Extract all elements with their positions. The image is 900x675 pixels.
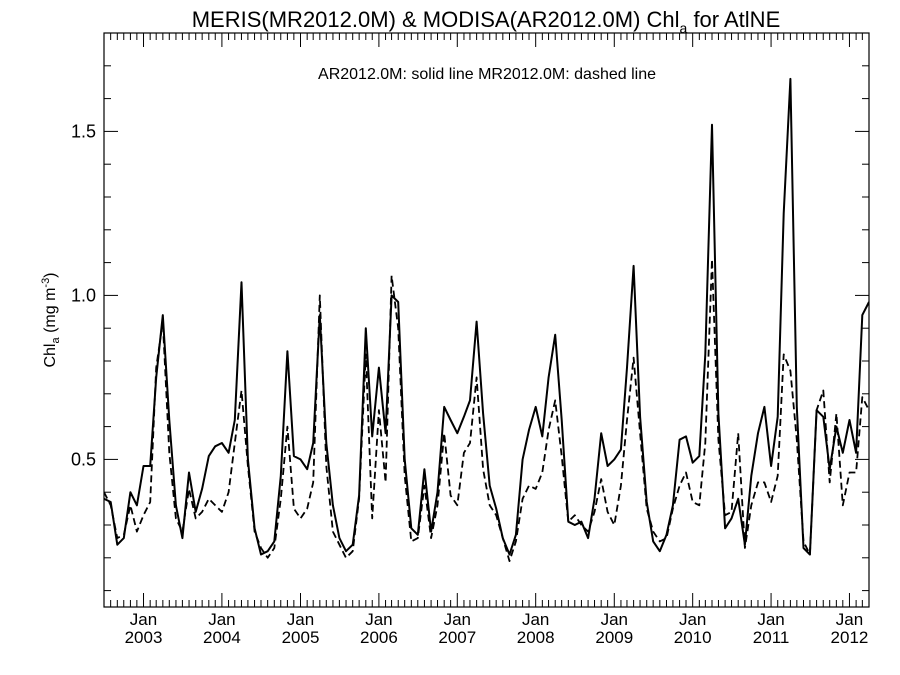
y-axis-label-superscript: -3 — [40, 278, 52, 288]
y-axis-label-close: ) — [42, 272, 59, 277]
y-tick-label: 1.5 — [71, 121, 96, 141]
series-layer — [104, 77, 869, 562]
series-line-mr2012-0m — [104, 258, 869, 562]
y-axis-label-main: Chl — [42, 344, 59, 368]
x-tick-month-label: Jan — [130, 610, 157, 629]
x-tick-year-label: 2008 — [517, 628, 555, 647]
y-axis-label: Chla (mg m-3) — [40, 272, 62, 367]
x-tick-year-label: 2011 — [753, 628, 790, 647]
chart-title-subscript: a — [680, 20, 688, 36]
y-tick-label: 1.0 — [71, 285, 96, 305]
x-tick-year-label: 2010 — [674, 628, 712, 647]
x-tick-month-label: Jan — [365, 610, 392, 629]
chart-title-suffix: for AtlNE — [687, 7, 780, 32]
x-tick-month-label: Jan — [601, 610, 628, 629]
chart-annotation: AR2012.0M: solid line MR2012.0M: dashed … — [318, 66, 656, 83]
series-line-ar2012-0m — [104, 77, 869, 556]
x-tick-year-label: 2007 — [438, 628, 476, 647]
x-tick-month-label: Jan — [287, 610, 314, 629]
y-axis-label-unit: (mg m — [42, 288, 59, 338]
x-tick-year-label: 2009 — [595, 628, 633, 647]
x-tick-year-label: 2004 — [203, 628, 241, 647]
x-tick-month-label: Jan — [679, 610, 706, 629]
y-tick-label: 0.5 — [71, 449, 96, 469]
x-tick-month-label: Jan — [208, 610, 235, 629]
x-tick-month-label: Jan — [444, 610, 471, 629]
chart-title: MERIS(MR2012.0M) & MODISA(AR2012.0M) Chl… — [192, 7, 781, 36]
x-tick-year-label: 2006 — [360, 628, 398, 647]
x-tick-year-label: 2005 — [282, 628, 320, 647]
plot-frame — [103, 32, 870, 608]
x-tick-year-label: 2003 — [125, 628, 163, 647]
x-tick-month-label: Jan — [757, 610, 784, 629]
x-tick-month-label: Jan — [836, 610, 863, 629]
tick-labels: 0.51.01.5Jan2003Jan2004Jan2005Jan2006Jan… — [71, 121, 868, 647]
x-tick-month-label: Jan — [522, 610, 549, 629]
chart-title-main: MERIS(MR2012.0M) & MODISA(AR2012.0M) Chl — [192, 7, 680, 32]
axes-ticks — [103, 33, 870, 607]
x-tick-year-label: 2012 — [831, 628, 869, 647]
y-axis-label-subscript: a — [50, 337, 62, 344]
